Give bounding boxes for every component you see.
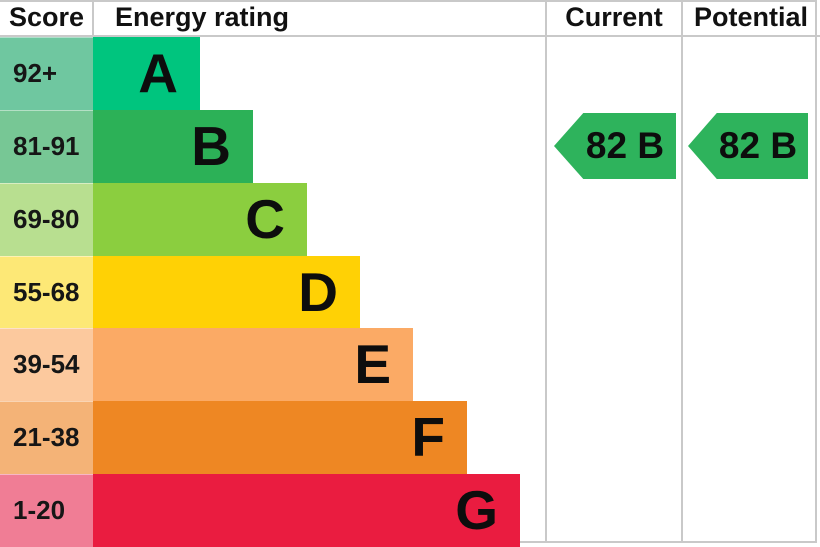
potential-column-header: Potential [693, 2, 808, 32]
chart-header: Score Energy rating Current Potential [0, 0, 820, 37]
rating-bar-c: C [93, 182, 307, 256]
band-row-c: 69-80 C [0, 182, 820, 256]
rating-letter-c: C [245, 187, 285, 250]
rating-letter-f: F [411, 406, 445, 469]
rating-letter-b: B [191, 114, 231, 177]
band-row-a: 92+ A [0, 37, 820, 110]
current-column-header: Current [565, 2, 663, 32]
score-range-cell-g: 1-20 [0, 474, 93, 547]
current-column-divider [545, 0, 547, 541]
score-range-cell-b: 81-91 [0, 109, 93, 183]
energy-rating-column-header: Energy rating [115, 2, 290, 32]
rating-bar-g: G [93, 474, 520, 547]
score-range-cell-d: 55-68 [0, 255, 93, 329]
rating-bar-e: E [93, 328, 413, 402]
band-row-g: 1-20 G [0, 474, 820, 547]
rating-letter-e: E [354, 333, 391, 396]
rating-bar-f: F [93, 401, 467, 475]
top-border [0, 0, 817, 2]
rating-bar-d: D [93, 255, 360, 329]
rating-letter-d: D [298, 260, 338, 323]
band-row-f: 21-38 F [0, 401, 820, 475]
current-rating-value: 82 B [585, 125, 665, 166]
band-row-e: 39-54 E [0, 328, 820, 402]
band-row-b: 81-91 B [0, 109, 820, 183]
score-range-cell-e: 39-54 [0, 328, 93, 402]
rating-letter-a: A [138, 41, 178, 104]
band-row-d: 55-68 D [0, 255, 820, 329]
score-column-header: Score [8, 2, 85, 32]
potential-rating-arrow: 82 B [688, 113, 808, 179]
rating-bands: 92+ A 81-91 B 69-80 C 55-68 D 39-54 E 21… [0, 37, 820, 547]
score-column-divider [92, 0, 94, 35]
score-range-cell-f: 21-38 [0, 401, 93, 475]
right-border [815, 0, 817, 541]
score-range-cell-c: 69-80 [0, 182, 93, 256]
current-rating-arrow: 82 B [554, 113, 676, 179]
rating-bar-a: A [93, 37, 200, 110]
potential-rating-value: 82 B [718, 125, 798, 166]
rating-letter-g: G [455, 479, 498, 542]
rating-bar-b: B [93, 109, 253, 183]
score-range-cell-a: 92+ [0, 37, 93, 110]
potential-column-divider [681, 0, 683, 541]
